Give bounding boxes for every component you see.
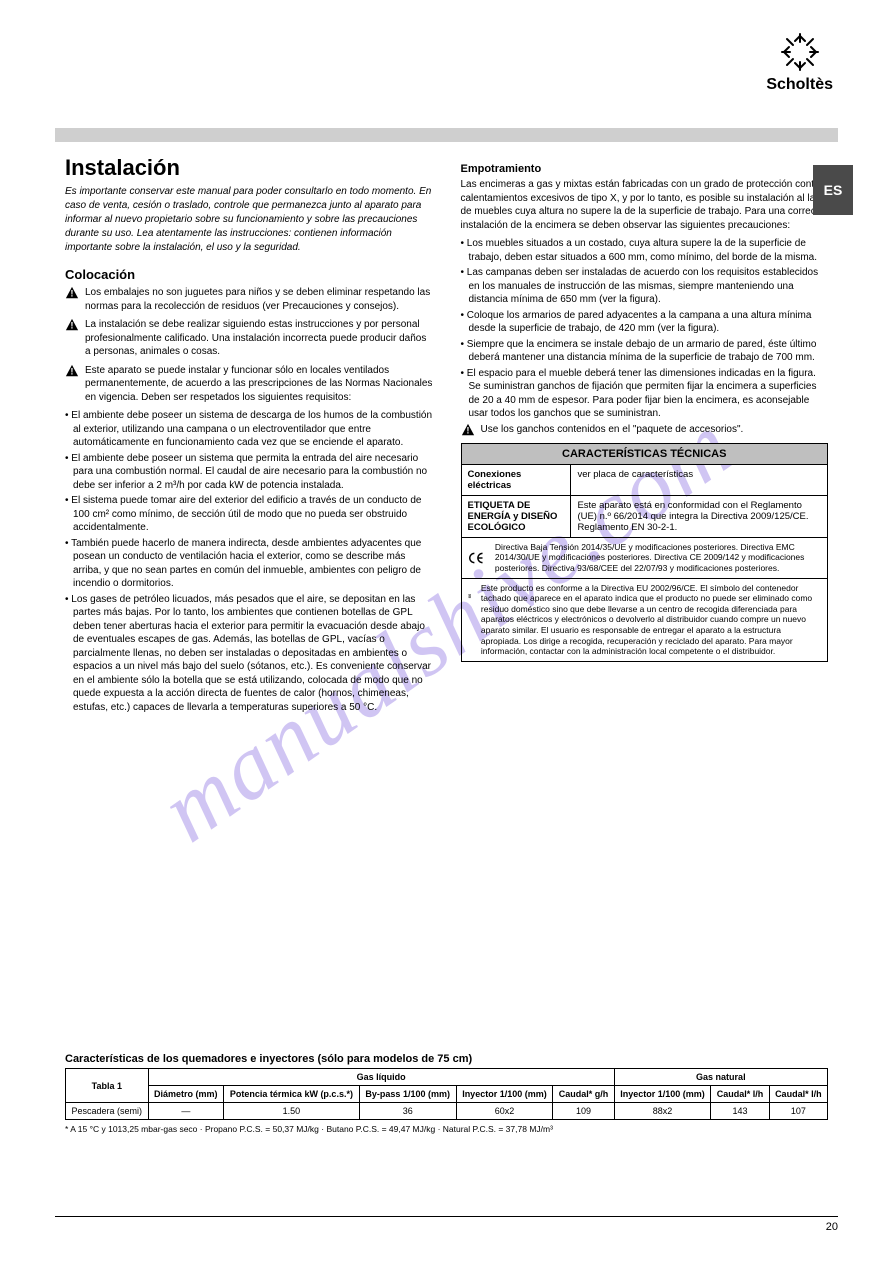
language-tag: ES xyxy=(813,165,853,215)
burner-table-caption: Características de los quemadores e inye… xyxy=(65,1053,828,1065)
svg-text:!: ! xyxy=(71,366,74,376)
technical-characteristics-table: CARACTERÍSTICAS TÉCNICAS Conexiones eléc… xyxy=(461,443,829,662)
list-item: También puede hacerlo de manera indirect… xyxy=(65,537,433,591)
table-cell: 88x2 xyxy=(614,1103,711,1120)
list-item: El espacio para el mueble deberá tener l… xyxy=(461,367,829,421)
table-header: Inyector 1/100 (mm) xyxy=(456,1086,553,1103)
tech-row-label: ETIQUETA DE ENERGÍA y DISEÑO ECOLÓGICO xyxy=(461,495,571,537)
burner-table: Tabla 1 Gas líquido Gas natural Diámetro… xyxy=(65,1068,828,1120)
colocacion-bullet-list: El ambiente debe poseer un sistema de de… xyxy=(65,409,433,714)
table-cell: 109 xyxy=(553,1103,614,1120)
section-empotramiento-title: Empotramiento xyxy=(461,163,829,175)
list-item: El ambiente debe poseer un sistema que p… xyxy=(65,452,433,493)
brand-name: Scholtès xyxy=(766,76,833,94)
section-colocacion-title: Colocación xyxy=(65,267,433,282)
weee-bin-icon xyxy=(468,583,471,609)
table-header: Inyector 1/100 (mm) xyxy=(614,1086,711,1103)
intro-paragraph: Es importante conservar este manual para… xyxy=(65,185,433,255)
table-header: Caudal* l/h xyxy=(711,1086,769,1103)
table-header: Gas líquido xyxy=(148,1069,614,1086)
warning-text: Use los ganchos contenidos en el "paquet… xyxy=(481,423,829,437)
warning-icon: ! xyxy=(461,423,475,437)
sunburst-icon xyxy=(778,30,822,74)
svg-text:!: ! xyxy=(71,321,74,331)
table-header: Gas natural xyxy=(614,1069,827,1086)
table-cell: Pescadera (semi) xyxy=(66,1103,149,1120)
page-title: Instalación xyxy=(65,155,433,181)
ce-mark-icon xyxy=(468,542,485,574)
tech-row-value: Este aparato está en conformidad con el … xyxy=(571,495,828,537)
page-number: 20 xyxy=(826,1221,838,1233)
table-header: By-pass 1/100 (mm) xyxy=(359,1086,456,1103)
list-item: Siempre que la encimera se instale debaj… xyxy=(461,338,829,365)
warning-text: La instalación se debe realizar siguiend… xyxy=(85,318,433,359)
warning-icon: ! xyxy=(65,364,79,378)
table-header: Diámetro (mm) xyxy=(148,1086,223,1103)
svg-text:!: ! xyxy=(466,425,469,435)
empotramiento-bullet-list: Los muebles situados a un costado, cuya … xyxy=(461,237,829,421)
list-item: Coloque los armarios de pared adyacentes… xyxy=(461,309,829,336)
warning-icon: ! xyxy=(65,318,79,332)
brand-logo-block: Scholtès xyxy=(766,30,833,94)
table-cell: 143 xyxy=(711,1103,769,1120)
weee-cell: Este producto es conforme a la Directiva… xyxy=(461,578,828,661)
burner-characteristics-block: Características de los quemadores e inye… xyxy=(65,1045,828,1140)
left-column: Instalación Es importante conservar este… xyxy=(65,155,433,716)
list-item: El ambiente debe poseer un sistema de de… xyxy=(65,409,433,450)
list-item: Los gases de petróleo licuados, más pesa… xyxy=(65,593,433,715)
weee-text: Este producto es conforme a la Directiva… xyxy=(481,583,821,657)
table-header: Potencia térmica kW (p.c.s.*) xyxy=(224,1086,360,1103)
table-cell: 107 xyxy=(769,1103,827,1120)
list-item: El sistema puede tomar aire del exterior… xyxy=(65,494,433,535)
right-column: Empotramiento Las encimeras a gas y mixt… xyxy=(461,155,829,716)
page-footer: 20 xyxy=(55,1216,838,1233)
burner-footnote: * A 15 °C y 1013,25 mbar-gas seco · Prop… xyxy=(65,1124,828,1135)
table-cell: 36 xyxy=(359,1103,456,1120)
ce-compliance-cell: Directiva Baja Tensión 2014/35/UE y modi… xyxy=(461,537,828,578)
tech-row-label: Conexiones eléctricas xyxy=(461,464,571,495)
svg-text:!: ! xyxy=(71,289,74,299)
tech-row-value: ver placa de características xyxy=(571,464,828,495)
ce-compliance-text: Directiva Baja Tensión 2014/35/UE y modi… xyxy=(495,542,821,574)
table-cell: — xyxy=(148,1103,223,1120)
table-header: Caudal* l/h xyxy=(769,1086,827,1103)
empotramiento-para: Las encimeras a gas y mixtas están fabri… xyxy=(461,178,829,232)
warning-icon: ! xyxy=(65,286,79,300)
table-header: Caudal* g/h xyxy=(553,1086,614,1103)
list-item: Las campanas deben ser instaladas de acu… xyxy=(461,266,829,307)
main-content: Instalación Es importante conservar este… xyxy=(65,155,828,716)
tech-table-title: CARACTERÍSTICAS TÉCNICAS xyxy=(461,443,828,464)
warning-text: Los embalajes no son juguetes para niños… xyxy=(85,286,433,313)
list-item: Los muebles situados a un costado, cuya … xyxy=(461,237,829,264)
table-cell: 1.50 xyxy=(224,1103,360,1120)
table-cell: 60x2 xyxy=(456,1103,553,1120)
title-divider-bar xyxy=(55,128,838,142)
table-header: Tabla 1 xyxy=(66,1069,149,1103)
warning-text: Este aparato se puede instalar y funcion… xyxy=(85,364,433,405)
